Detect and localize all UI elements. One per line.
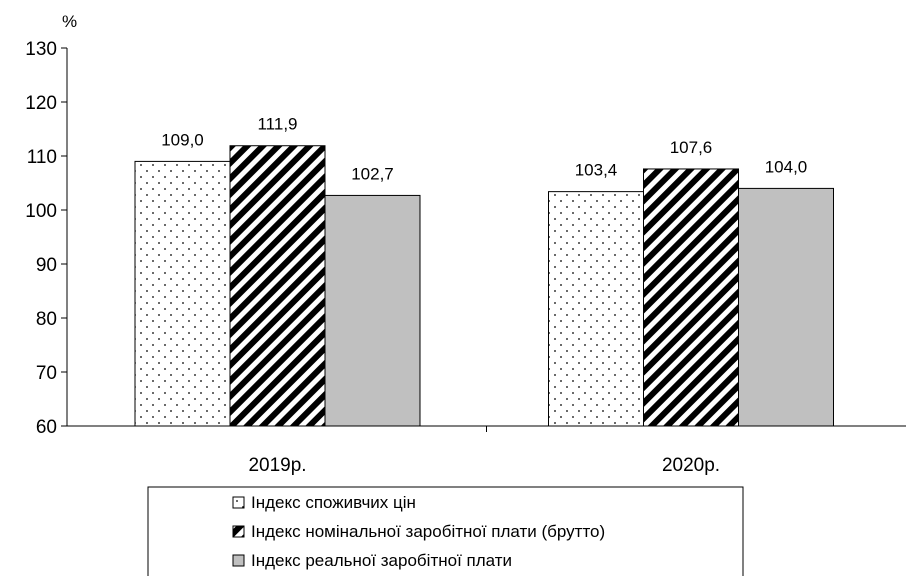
y-tick-label: 120 [25, 93, 57, 114]
legend-item: Індекс споживчих цін [232, 493, 416, 512]
legend-label: Індекс номінальної заробітної плати (бру… [251, 522, 605, 541]
legend-item: Індекс номінальної заробітної плати (бру… [232, 522, 605, 541]
bar-3-2 [738, 187, 834, 427]
y-tick-label: 90 [36, 255, 57, 276]
y-axis-unit-label: % [62, 12, 77, 31]
bar-1-1 [134, 160, 231, 427]
y-tick-label: 70 [36, 363, 57, 384]
legend-swatch [232, 525, 245, 538]
legend-item: Індекс реальної заробітної плати [232, 551, 512, 570]
bar-2-2 [643, 168, 739, 427]
x-category-label: 2020р. [662, 455, 720, 476]
data-label: 109,0 [161, 130, 204, 149]
data-label: 102,7 [351, 164, 394, 183]
x-axis-categories: 2019р. 2020р. [248, 426, 720, 476]
bar-3-1 [324, 194, 421, 427]
data-label: 107,6 [670, 138, 713, 157]
legend-label: Індекс споживчих цін [251, 493, 416, 512]
bar-2-1 [229, 145, 326, 427]
data-label: 103,4 [575, 161, 618, 180]
legend-swatch [232, 554, 245, 567]
data-label: 104,0 [765, 157, 808, 176]
y-tick-label: 100 [25, 201, 57, 222]
legend-box [147, 486, 744, 576]
legend-label: Індекс реальної заробітної плати [251, 551, 512, 570]
y-tick-label: 60 [36, 417, 57, 438]
legend-swatch [232, 496, 245, 509]
y-tick-label: 130 [25, 39, 57, 60]
bar-series-group [134, 145, 834, 427]
data-labels-group: 109,0 111,9 102,7 103,4 107,6 104,0 [161, 115, 807, 184]
x-category-label: 2019р. [248, 455, 306, 476]
data-label: 111,9 [257, 115, 297, 134]
bar-1-2 [548, 191, 644, 427]
y-tick-label: 80 [36, 309, 57, 330]
y-axis-ticks: 60 70 80 90 100 110 120 130 [25, 39, 67, 438]
y-tick-label: 110 [27, 147, 57, 168]
legend: Індекс споживчих цін Індекс номінальної з… [147, 486, 744, 576]
